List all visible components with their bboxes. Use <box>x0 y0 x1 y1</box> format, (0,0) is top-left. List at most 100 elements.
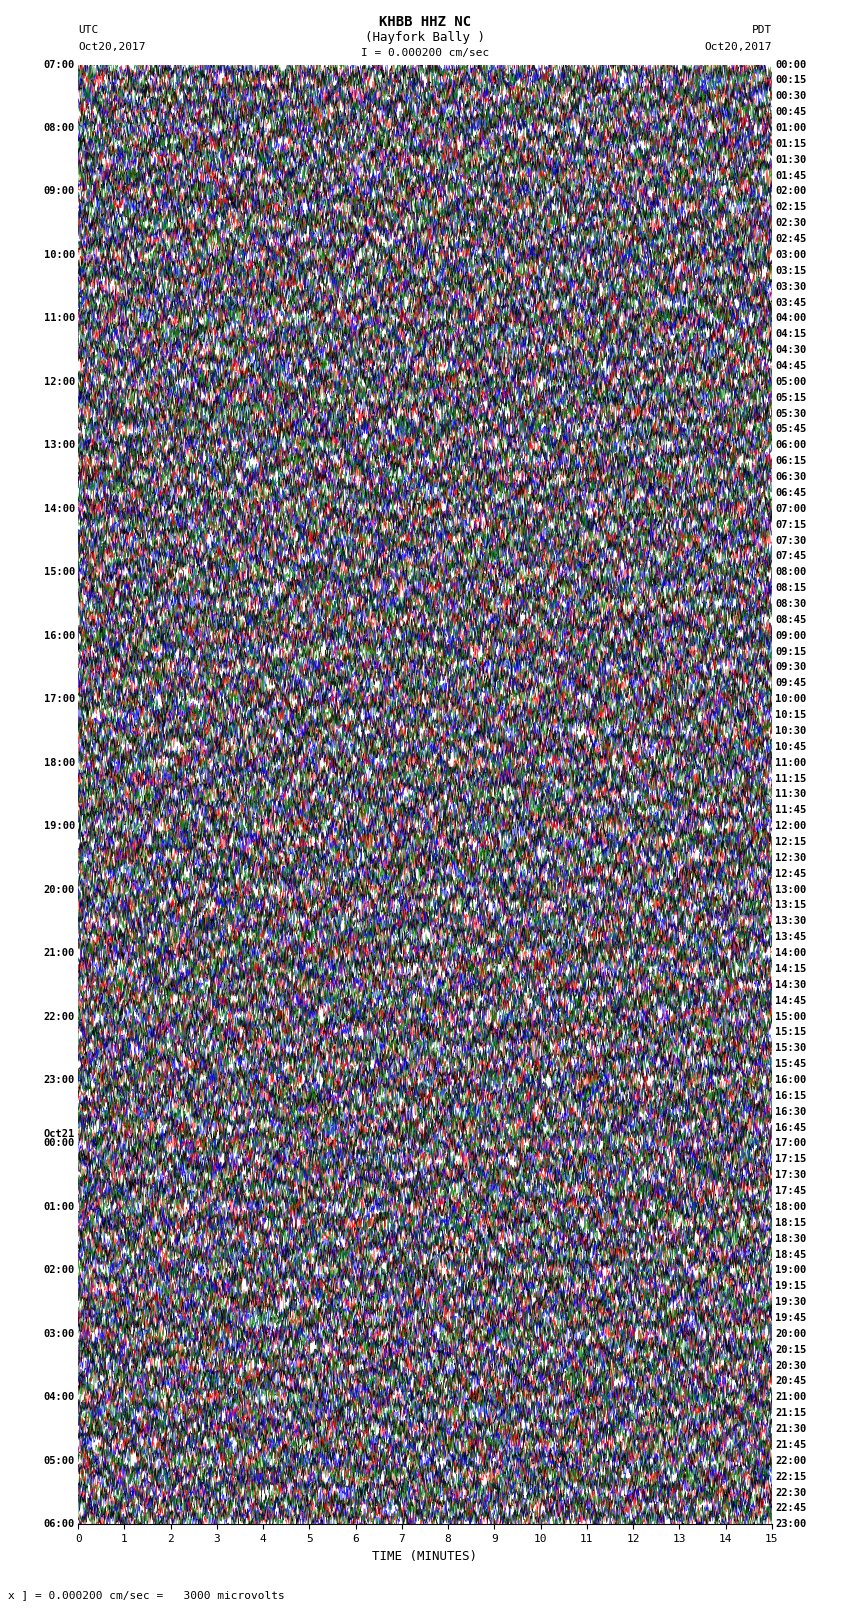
Text: 13:15: 13:15 <box>775 900 807 910</box>
Text: 21:45: 21:45 <box>775 1440 807 1450</box>
Text: 16:00: 16:00 <box>43 631 75 640</box>
Text: 20:00: 20:00 <box>43 884 75 895</box>
Text: 18:00: 18:00 <box>43 758 75 768</box>
Text: 14:15: 14:15 <box>775 965 807 974</box>
Text: 02:00: 02:00 <box>43 1266 75 1276</box>
Text: 16:15: 16:15 <box>775 1090 807 1102</box>
Text: 17:45: 17:45 <box>775 1186 807 1197</box>
Text: Oct20,2017: Oct20,2017 <box>705 42 772 52</box>
Text: 07:00: 07:00 <box>43 60 75 69</box>
Text: 22:00: 22:00 <box>775 1457 807 1466</box>
Text: 11:30: 11:30 <box>775 789 807 800</box>
Text: 12:00: 12:00 <box>43 377 75 387</box>
Text: 12:15: 12:15 <box>775 837 807 847</box>
Text: 20:15: 20:15 <box>775 1345 807 1355</box>
Text: 23:00: 23:00 <box>43 1074 75 1086</box>
Text: 13:45: 13:45 <box>775 932 807 942</box>
Text: 23:00: 23:00 <box>775 1519 807 1529</box>
Text: 17:00: 17:00 <box>43 694 75 705</box>
Text: KHBB HHZ NC: KHBB HHZ NC <box>379 15 471 29</box>
Text: 05:00: 05:00 <box>43 1457 75 1466</box>
Text: 14:30: 14:30 <box>775 979 807 990</box>
Text: 17:30: 17:30 <box>775 1169 807 1181</box>
Text: 19:45: 19:45 <box>775 1313 807 1323</box>
Text: 13:00: 13:00 <box>43 440 75 450</box>
Text: 11:00: 11:00 <box>43 313 75 323</box>
Text: 00:30: 00:30 <box>775 92 807 102</box>
Text: 19:30: 19:30 <box>775 1297 807 1307</box>
Text: 09:15: 09:15 <box>775 647 807 656</box>
Text: 03:00: 03:00 <box>43 1329 75 1339</box>
Text: 12:30: 12:30 <box>775 853 807 863</box>
Text: 18:45: 18:45 <box>775 1250 807 1260</box>
Text: 04:00: 04:00 <box>43 1392 75 1402</box>
Text: 17:00: 17:00 <box>775 1139 807 1148</box>
Text: 03:30: 03:30 <box>775 282 807 292</box>
Text: 06:15: 06:15 <box>775 456 807 466</box>
Text: 09:00: 09:00 <box>775 631 807 640</box>
Text: 01:45: 01:45 <box>775 171 807 181</box>
Text: 21:15: 21:15 <box>775 1408 807 1418</box>
Text: x ] = 0.000200 cm/sec =   3000 microvolts: x ] = 0.000200 cm/sec = 3000 microvolts <box>8 1590 286 1600</box>
Text: 08:00: 08:00 <box>43 123 75 132</box>
Text: 09:45: 09:45 <box>775 679 807 689</box>
Text: 16:45: 16:45 <box>775 1123 807 1132</box>
Text: UTC: UTC <box>78 26 99 35</box>
Text: Oct20,2017: Oct20,2017 <box>78 42 145 52</box>
Text: 19:15: 19:15 <box>775 1281 807 1292</box>
Text: 03:45: 03:45 <box>775 297 807 308</box>
Text: 16:00: 16:00 <box>775 1074 807 1086</box>
Text: 14:45: 14:45 <box>775 995 807 1005</box>
Text: 01:15: 01:15 <box>775 139 807 148</box>
Text: 00:45: 00:45 <box>775 106 807 118</box>
Text: 10:00: 10:00 <box>43 250 75 260</box>
Text: 14:00: 14:00 <box>775 948 807 958</box>
Text: 09:00: 09:00 <box>43 187 75 197</box>
Text: 22:00: 22:00 <box>43 1011 75 1021</box>
Text: 05:30: 05:30 <box>775 408 807 419</box>
Text: 01:00: 01:00 <box>775 123 807 132</box>
Text: 07:45: 07:45 <box>775 552 807 561</box>
Text: 15:30: 15:30 <box>775 1044 807 1053</box>
Text: 04:45: 04:45 <box>775 361 807 371</box>
Text: (Hayfork Bally ): (Hayfork Bally ) <box>365 31 485 44</box>
Text: 11:15: 11:15 <box>775 774 807 784</box>
Text: 08:15: 08:15 <box>775 584 807 594</box>
Text: 10:15: 10:15 <box>775 710 807 719</box>
Text: 19:00: 19:00 <box>43 821 75 831</box>
Text: 05:45: 05:45 <box>775 424 807 434</box>
Text: 21:00: 21:00 <box>43 948 75 958</box>
Text: 12:00: 12:00 <box>775 821 807 831</box>
Text: 10:30: 10:30 <box>775 726 807 736</box>
Text: 02:45: 02:45 <box>775 234 807 244</box>
Text: 00:00: 00:00 <box>775 60 807 69</box>
Text: 22:15: 22:15 <box>775 1471 807 1482</box>
Text: 18:15: 18:15 <box>775 1218 807 1227</box>
Text: 05:15: 05:15 <box>775 392 807 403</box>
Text: 06:00: 06:00 <box>43 1519 75 1529</box>
Text: 08:45: 08:45 <box>775 615 807 624</box>
Text: 03:00: 03:00 <box>775 250 807 260</box>
Text: 02:15: 02:15 <box>775 202 807 213</box>
Text: 22:30: 22:30 <box>775 1487 807 1497</box>
Text: 17:15: 17:15 <box>775 1155 807 1165</box>
Text: 01:00: 01:00 <box>43 1202 75 1211</box>
Text: 15:45: 15:45 <box>775 1060 807 1069</box>
Text: 20:45: 20:45 <box>775 1376 807 1387</box>
Text: I = 0.000200 cm/sec: I = 0.000200 cm/sec <box>361 48 489 58</box>
Text: 22:45: 22:45 <box>775 1503 807 1513</box>
Text: 09:30: 09:30 <box>775 663 807 673</box>
Text: Oct21: Oct21 <box>43 1129 75 1139</box>
Text: 20:30: 20:30 <box>775 1361 807 1371</box>
Text: 08:30: 08:30 <box>775 598 807 610</box>
Text: 08:00: 08:00 <box>775 568 807 577</box>
Text: 21:00: 21:00 <box>775 1392 807 1402</box>
Text: 10:00: 10:00 <box>775 694 807 705</box>
Text: 06:45: 06:45 <box>775 487 807 498</box>
Text: 10:45: 10:45 <box>775 742 807 752</box>
Text: PDT: PDT <box>751 26 772 35</box>
Text: 02:00: 02:00 <box>775 187 807 197</box>
Text: 14:00: 14:00 <box>43 503 75 515</box>
Text: 05:00: 05:00 <box>775 377 807 387</box>
Text: 01:30: 01:30 <box>775 155 807 165</box>
